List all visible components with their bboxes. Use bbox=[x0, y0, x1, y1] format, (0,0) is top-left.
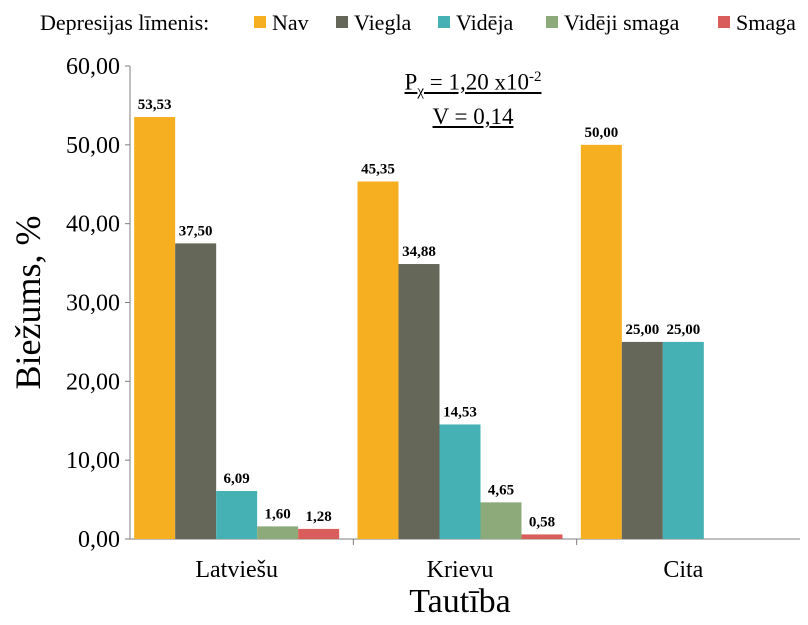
bar-latviesu-nav bbox=[134, 117, 176, 540]
data-label-latviesu-nav: 53,53 bbox=[138, 97, 172, 113]
x-tick-label: Krievu bbox=[427, 557, 494, 583]
bar-latviesu-videji-smaga bbox=[257, 526, 299, 539]
legend-title: Depresijas līmenis: bbox=[40, 10, 210, 35]
legend-label-nav: Nav bbox=[272, 10, 309, 35]
y-tick-label: 60,00 bbox=[66, 54, 120, 80]
bar-cita-videja bbox=[662, 341, 704, 539]
legend-item-videja: Vidēja bbox=[438, 10, 513, 36]
p-value-text: = 1,20 x10 bbox=[423, 69, 529, 95]
data-label-krievu-videja: 14,53 bbox=[443, 404, 477, 420]
x-tick-label: Latviešu bbox=[195, 557, 278, 583]
bar-cita-viegla bbox=[621, 341, 663, 539]
bar-cita-nav bbox=[580, 144, 622, 540]
legend-label-smaga: Smaga bbox=[736, 10, 796, 35]
bar-krievu-videji-smaga bbox=[480, 502, 522, 539]
p-value-line: Pχ = 1,20 x10-2 bbox=[405, 64, 542, 104]
legend-swatch-videji-smaga bbox=[546, 16, 558, 28]
data-label-cita-nav: 50,00 bbox=[584, 125, 618, 141]
y-tick-label: 40,00 bbox=[66, 212, 120, 238]
statistics-annotation: Pχ = 1,20 x10-2 V = 0,14 bbox=[368, 64, 578, 130]
bar-krievu-viegla bbox=[398, 264, 440, 539]
p-value-exponent: -2 bbox=[528, 69, 542, 85]
bar-latviesu-smaga bbox=[298, 528, 340, 539]
bar-latviesu-videja bbox=[216, 490, 258, 539]
legend-item-viegla: Viegla bbox=[336, 10, 411, 36]
y-tick-label: 10,00 bbox=[66, 448, 120, 474]
bar-krievu-nav bbox=[357, 181, 399, 539]
legend-swatch-videja bbox=[438, 16, 450, 28]
data-label-latviesu-videji-smaga: 1,60 bbox=[265, 506, 291, 522]
bar-latviesu-viegla bbox=[175, 243, 217, 539]
data-label-krievu-nav: 45,35 bbox=[361, 161, 395, 177]
legend-label-videji-smaga: Vidēji smaga bbox=[564, 10, 680, 35]
bar-krievu-videja bbox=[439, 424, 481, 539]
legend-swatch-nav bbox=[254, 16, 266, 28]
legend-label-videja: Vidēja bbox=[456, 10, 514, 35]
data-label-latviesu-viegla: 37,50 bbox=[179, 223, 213, 239]
legend-item-nav: Nav bbox=[254, 10, 309, 36]
p-value-prefix: P bbox=[404, 69, 418, 95]
y-axis-title: Biežums, % bbox=[8, 216, 48, 390]
y-tick-label: 20,00 bbox=[66, 369, 120, 395]
legend-item-videji-smaga: Vidēji smaga bbox=[546, 10, 679, 36]
data-label-krievu-smaga: 0,58 bbox=[529, 514, 555, 530]
cramers-v-line: V = 0,14 bbox=[432, 104, 514, 130]
data-label-latviesu-videja: 6,09 bbox=[224, 471, 250, 487]
data-label-cita-viegla: 25,00 bbox=[625, 322, 659, 338]
legend-swatch-smaga bbox=[718, 16, 730, 28]
legend-label-viegla: Viegla bbox=[354, 10, 412, 35]
legend-item-smaga: Smaga bbox=[718, 10, 796, 36]
p-value-subscript: χ bbox=[417, 83, 424, 100]
data-label-krievu-viegla: 34,88 bbox=[402, 244, 436, 260]
bar-krievu-smaga bbox=[521, 534, 563, 539]
data-label-cita-videja: 25,00 bbox=[666, 322, 700, 338]
chart-legend: Depresijas līmenis: Nav Viegla Vidēja Vi… bbox=[0, 8, 808, 38]
y-tick-label: 30,00 bbox=[66, 291, 120, 317]
x-tick-label: Cita bbox=[663, 557, 703, 583]
legend-swatch-viegla bbox=[336, 16, 348, 28]
x-axis-title: Tautība bbox=[409, 583, 510, 620]
y-tick-label: 50,00 bbox=[66, 133, 120, 159]
data-label-latviesu-smaga: 1,28 bbox=[306, 509, 332, 525]
data-label-krievu-videji-smaga: 4,65 bbox=[488, 482, 514, 498]
y-tick-label: 0,00 bbox=[78, 527, 120, 553]
